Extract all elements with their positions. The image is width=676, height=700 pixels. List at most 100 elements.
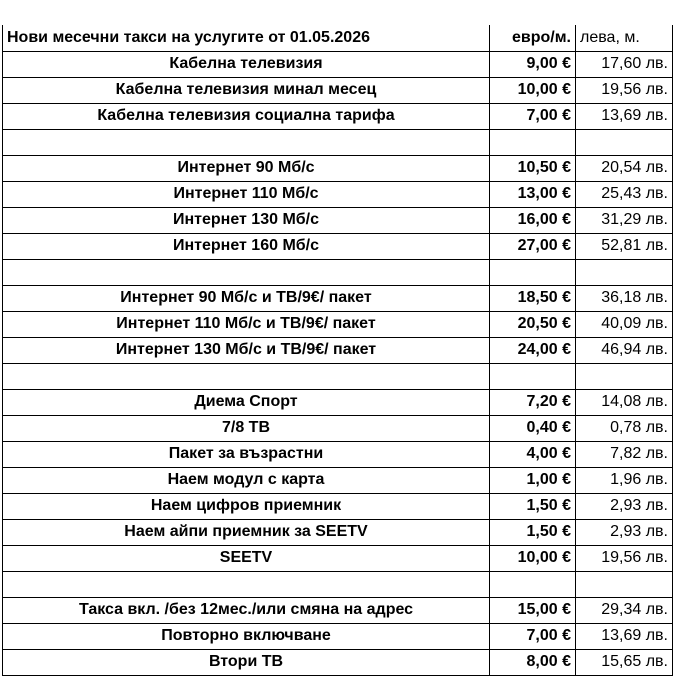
service-name: Интернет 130 Мб/с bbox=[2, 206, 490, 234]
price-bgn: 52,81 лв. bbox=[575, 232, 673, 260]
empty-row bbox=[2, 570, 673, 598]
service-name: Интернет 110 Мб/с bbox=[2, 180, 490, 208]
price-bgn: 13,69 лв. bbox=[575, 102, 673, 130]
price-bgn: 36,18 лв. bbox=[575, 284, 673, 312]
table-row: Интернет 130 Мб/с 16,00 €31,29 лв. bbox=[2, 206, 673, 234]
eur-column-header: евро/м. bbox=[489, 25, 576, 52]
price-bgn: 7,82 лв. bbox=[575, 440, 673, 468]
service-name: Наем цифров приемник bbox=[2, 492, 490, 520]
price-eur: 7,20 € bbox=[489, 388, 576, 416]
price-bgn: 19,56 лв. bbox=[575, 76, 673, 104]
service-name: Пакет за възрастни bbox=[2, 440, 490, 468]
service-name bbox=[2, 570, 490, 598]
service-name: Наем модул с карта bbox=[2, 466, 490, 494]
price-eur: 1,00 € bbox=[489, 466, 576, 494]
table-row: Наем модул с карта 1,00 €1,96 лв. bbox=[2, 466, 673, 494]
table-row: Пакет за възрастни 4,00 €7,82 лв. bbox=[2, 440, 673, 468]
table-row: Интернет 90 Мб/с и ТВ/9€/ пакет 18,50 €36… bbox=[2, 284, 673, 312]
price-eur: 16,00 € bbox=[489, 206, 576, 234]
service-name: Диема Спорт bbox=[2, 388, 490, 416]
price-bgn: 40,09 лв. bbox=[575, 310, 673, 338]
table-row: Втори ТВ 8,00 €15,65 лв. bbox=[2, 648, 673, 676]
price-bgn: 19,56 лв. bbox=[575, 544, 673, 572]
table-row: Интернет 90 Мб/с 10,50 €20,54 лв. bbox=[2, 154, 673, 182]
price-eur: 10,00 € bbox=[489, 76, 576, 104]
service-name: Втори ТВ bbox=[2, 648, 490, 676]
table-row: Диема Спорт 7,20 €14,08 лв. bbox=[2, 388, 673, 416]
table-row: Кабелна телевизия социална тарифа 7,00 €1… bbox=[2, 102, 673, 130]
price-eur: 8,00 € bbox=[489, 648, 576, 676]
table-row: SEETV 10,00 €19,56 лв. bbox=[2, 544, 673, 572]
header-row: Нови месечни такси на услугите от 01.05.… bbox=[2, 25, 673, 52]
price-eur bbox=[489, 362, 576, 390]
price-bgn bbox=[575, 362, 673, 390]
service-name: Интернет 160 Мб/с bbox=[2, 232, 490, 260]
price-eur bbox=[489, 258, 576, 286]
price-eur bbox=[489, 128, 576, 156]
service-name: Интернет 90 Мб/с и ТВ/9€/ пакет bbox=[2, 284, 490, 312]
service-name bbox=[2, 258, 490, 286]
price-eur bbox=[489, 570, 576, 598]
price-eur: 13,00 € bbox=[489, 180, 576, 208]
price-bgn: 0,78 лв. bbox=[575, 414, 673, 442]
price-table: Нови месечни такси на услугите от 01.05.… bbox=[2, 25, 673, 676]
price-eur: 1,50 € bbox=[489, 518, 576, 546]
price-bgn: 2,93 лв. bbox=[575, 518, 673, 546]
table-row: Интернет 110 Мб/с 13,00 €25,43 лв. bbox=[2, 180, 673, 208]
price-bgn: 14,08 лв. bbox=[575, 388, 673, 416]
table-row: Такса вкл. /без 12мес./или смяна на адре… bbox=[2, 596, 673, 624]
service-name: Наем айпи приемник за SEETV bbox=[2, 518, 490, 546]
price-bgn: 15,65 лв. bbox=[575, 648, 673, 676]
service-name: Повторно включване bbox=[2, 622, 490, 650]
bgn-column-header: лева, м. bbox=[575, 25, 673, 52]
price-bgn bbox=[575, 128, 673, 156]
empty-row bbox=[2, 258, 673, 286]
price-bgn: 46,94 лв. bbox=[575, 336, 673, 364]
price-eur: 10,00 € bbox=[489, 544, 576, 572]
price-bgn: 2,93 лв. bbox=[575, 492, 673, 520]
price-eur: 7,00 € bbox=[489, 102, 576, 130]
service-name: Интернет 90 Мб/с bbox=[2, 154, 490, 182]
price-eur: 7,00 € bbox=[489, 622, 576, 650]
price-eur: 10,50 € bbox=[489, 154, 576, 182]
table-row: Повторно включване 7,00 €13,69 лв. bbox=[2, 622, 673, 650]
price-bgn: 1,96 лв. bbox=[575, 466, 673, 494]
service-name: Интернет 130 Мб/с и ТВ/9€/ пакет bbox=[2, 336, 490, 364]
service-name: SEETV bbox=[2, 544, 490, 572]
price-eur: 1,50 € bbox=[489, 492, 576, 520]
table-row: Кабелна телевизия 9,00 €17,60 лв. bbox=[2, 50, 673, 78]
price-bgn: 17,60 лв. bbox=[575, 50, 673, 78]
price-bgn: 20,54 лв. bbox=[575, 154, 673, 182]
price-bgn bbox=[575, 570, 673, 598]
table-row: Кабелна телевизия минал месец 10,00 €19,5… bbox=[2, 76, 673, 104]
price-bgn: 25,43 лв. bbox=[575, 180, 673, 208]
price-eur: 18,50 € bbox=[489, 284, 576, 312]
price-bgn bbox=[575, 258, 673, 286]
price-bgn: 13,69 лв. bbox=[575, 622, 673, 650]
table-row: Наем цифров приемник 1,50 €2,93 лв. bbox=[2, 492, 673, 520]
empty-row bbox=[2, 362, 673, 390]
price-eur: 15,00 € bbox=[489, 596, 576, 624]
price-eur: 4,00 € bbox=[489, 440, 576, 468]
price-bgn: 29,34 лв. bbox=[575, 596, 673, 624]
price-eur: 24,00 € bbox=[489, 336, 576, 364]
price-eur: 27,00 € bbox=[489, 232, 576, 260]
empty-row bbox=[2, 128, 673, 156]
service-name: Кабелна телевизия минал месец bbox=[2, 76, 490, 104]
price-eur: 20,50 € bbox=[489, 310, 576, 338]
table-row: Интернет 110 Мб/с и ТВ/9€/ пакет 20,50 €4… bbox=[2, 310, 673, 338]
price-bgn: 31,29 лв. bbox=[575, 206, 673, 234]
service-name: Кабелна телевизия bbox=[2, 50, 490, 78]
service-name bbox=[2, 128, 490, 156]
service-name: 7/8 ТВ bbox=[2, 414, 490, 442]
table-row: 7/8 ТВ 0,40 €0,78 лв. bbox=[2, 414, 673, 442]
service-name: Кабелна телевизия социална тарифа bbox=[2, 102, 490, 130]
service-name bbox=[2, 362, 490, 390]
service-name: Интернет 110 Мб/с и ТВ/9€/ пакет bbox=[2, 310, 490, 338]
table-row: Интернет 130 Мб/с и ТВ/9€/ пакет 24,00 €4… bbox=[2, 336, 673, 364]
table-row: Интернет 160 Мб/с 27,00 €52,81 лв. bbox=[2, 232, 673, 260]
service-name: Такса вкл. /без 12мес./или смяна на адре… bbox=[2, 596, 490, 624]
price-eur: 9,00 € bbox=[489, 50, 576, 78]
table-title: Нови месечни такси на услугите от 01.05.… bbox=[2, 25, 490, 52]
price-eur: 0,40 € bbox=[489, 414, 576, 442]
